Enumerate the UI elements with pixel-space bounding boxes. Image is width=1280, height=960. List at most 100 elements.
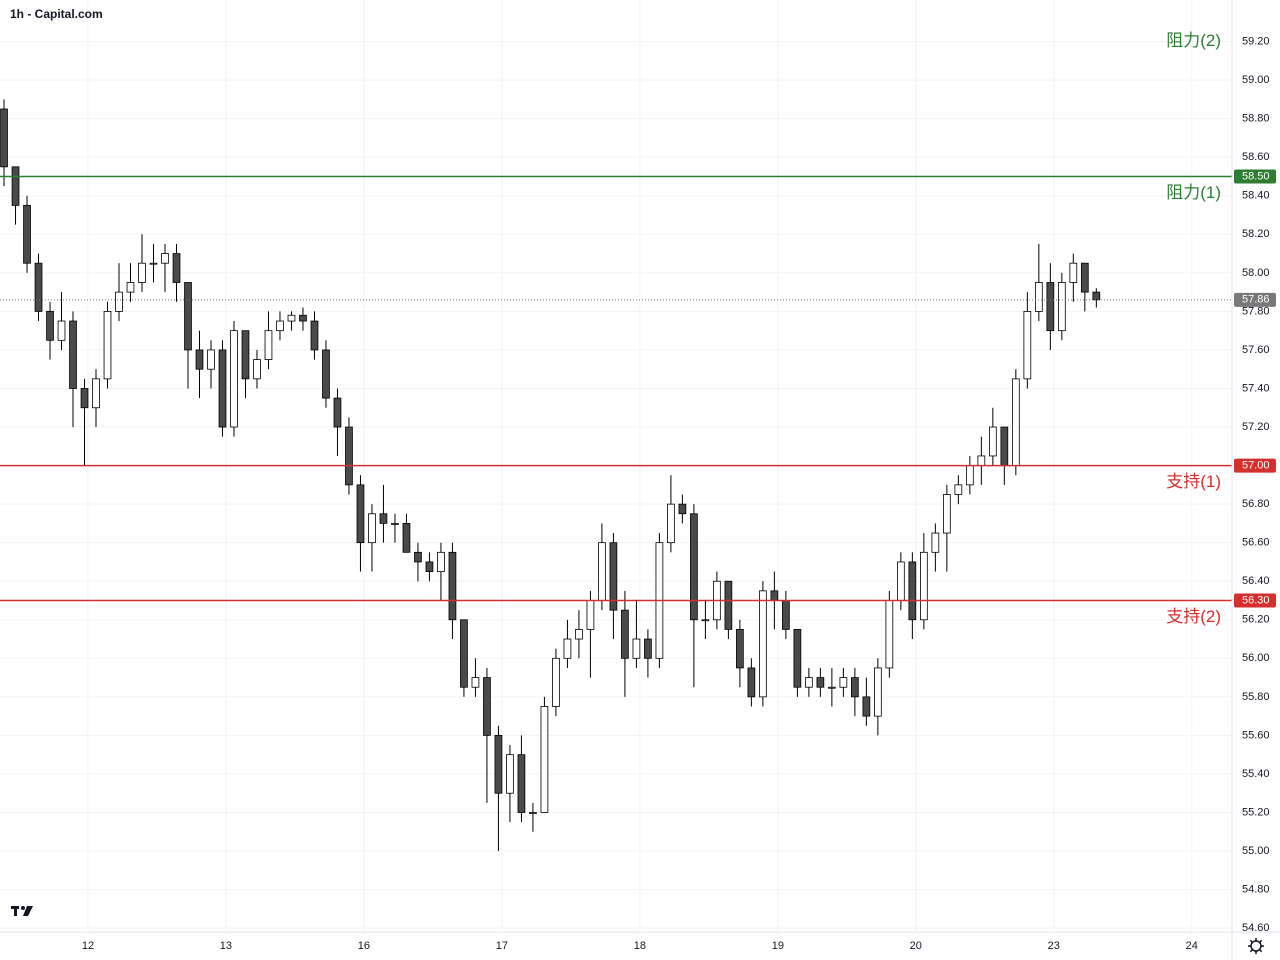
candle-body (471, 677, 480, 688)
candle-body (287, 314, 296, 322)
candle-body (759, 590, 767, 698)
level-tag-label: 57.00 (1242, 459, 1270, 471)
level-name: 支持(2) (1166, 607, 1221, 626)
y-tick-label: 55.80 (1242, 691, 1270, 703)
candle-body (69, 320, 77, 389)
candle-body (264, 330, 273, 360)
candle-body (1000, 426, 1009, 466)
level-name: 阻力(1) (1166, 183, 1221, 202)
candle-body (885, 600, 894, 669)
candle-body (988, 426, 997, 457)
candle-body (609, 542, 618, 611)
candle-body (598, 542, 606, 601)
logo (11, 906, 33, 916)
level-tag (1234, 593, 1276, 608)
candle-body (333, 397, 342, 428)
candle-body (644, 638, 652, 659)
y-tick-label: 54.80 (1242, 884, 1270, 896)
candle-body (897, 561, 905, 601)
last-price-label: 57.86 (1242, 294, 1270, 306)
y-tick-label: 59.20 (1242, 35, 1270, 47)
candle-body (506, 754, 514, 794)
candle-body (414, 551, 422, 563)
candle-body (356, 484, 365, 544)
level-name: 阻力(2) (1166, 31, 1221, 50)
x-tick-label: 19 (772, 940, 784, 952)
candle-body (368, 513, 376, 544)
settings-icon[interactable] (1248, 938, 1264, 954)
chart-title: 1h - Capital.com (10, 7, 103, 21)
candle-body (793, 629, 802, 688)
candle-body (34, 262, 43, 312)
y-tick-label: 56.00 (1242, 652, 1270, 664)
candle-body (736, 629, 744, 669)
candle-body (195, 349, 204, 370)
level-tag (1234, 169, 1276, 184)
candle-body (851, 677, 859, 698)
candle-body (862, 696, 871, 717)
candle-body (425, 561, 434, 572)
y-tick-label: 58.20 (1242, 228, 1270, 240)
candle-body (23, 204, 31, 264)
candle-body (828, 686, 836, 689)
candle-body (149, 262, 158, 265)
candle-body (724, 580, 733, 630)
candle-body (230, 330, 238, 428)
candle-body (839, 677, 848, 688)
candle-body (1011, 378, 1020, 466)
y-tick-label: 55.20 (1242, 806, 1270, 818)
level-tag (1234, 458, 1276, 473)
x-tick-label: 20 (910, 940, 922, 952)
y-tick-label: 58.40 (1242, 190, 1270, 202)
y-tick-label: 59.00 (1242, 74, 1270, 86)
candle-body (931, 532, 940, 553)
candle-body (391, 523, 399, 525)
candle-body (437, 551, 445, 572)
candle-body (747, 667, 756, 698)
plot: 阻力(2) 阻力(1) 支持(1) 支持(2) (0, 31, 1232, 852)
candle-body (172, 253, 181, 283)
y-tick-label: 56.40 (1242, 575, 1270, 587)
candle-body (103, 310, 112, 380)
x-tick-label: 17 (496, 940, 508, 952)
candle-body (207, 349, 215, 370)
candle-body (299, 314, 307, 322)
x-tick-label: 18 (634, 940, 646, 952)
level-tag-label: 56.30 (1242, 594, 1270, 606)
y-tick-label: 58.00 (1242, 267, 1270, 279)
x-tick-label: 12 (82, 940, 94, 952)
candle-body (402, 523, 411, 553)
candle-body (92, 378, 100, 409)
y-tick-label: 56.80 (1242, 498, 1270, 510)
candle-body (977, 455, 986, 466)
candle-body (632, 638, 641, 659)
candle-body (345, 426, 353, 486)
candle-body (540, 706, 549, 813)
x-tick-label: 13 (220, 940, 232, 952)
candle-body (816, 677, 825, 688)
last-price-tag (1234, 292, 1276, 307)
candle-body (241, 330, 250, 380)
candle-body (138, 262, 146, 283)
candle-body (517, 754, 526, 813)
candle-body (184, 282, 192, 351)
candle-body (805, 677, 813, 688)
candle-body (1034, 282, 1043, 312)
x-tick-label: 16 (358, 940, 370, 952)
candle-body (690, 513, 698, 621)
candle-body (448, 551, 457, 621)
candle-body (1046, 282, 1055, 332)
candle-body (943, 494, 951, 534)
candle-body (667, 503, 675, 544)
candle-body (276, 320, 284, 332)
y-tick-label: 58.60 (1242, 151, 1270, 163)
candle-body (322, 349, 330, 399)
y-tick-label: 54.60 (1242, 922, 1270, 934)
candle-body (586, 600, 595, 630)
candle-body (126, 282, 135, 293)
candle-body (1080, 262, 1089, 293)
candle-body (218, 349, 227, 428)
candle-body (310, 320, 319, 351)
candle-body (954, 484, 963, 495)
